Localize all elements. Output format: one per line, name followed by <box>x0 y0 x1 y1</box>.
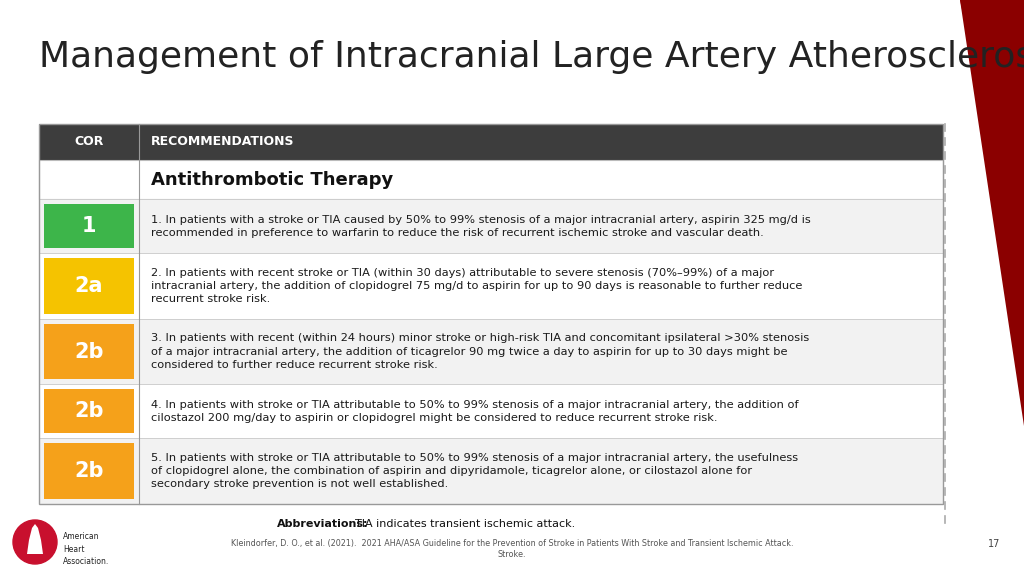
Text: 5. In patients with stroke or TIA attributable to 50% to 99% stenosis of a major: 5. In patients with stroke or TIA attrib… <box>152 453 799 490</box>
Text: Management of Intracranial Large Artery Atherosclerosis: Management of Intracranial Large Artery … <box>39 40 1024 74</box>
Text: 1. In patients with a stroke or TIA caused by 50% to 99% stenosis of a major int: 1. In patients with a stroke or TIA caus… <box>152 215 811 238</box>
Text: Kleindorfer, D. O., et al. (2021).  2021 AHA/ASA Guideline for the Prevention of: Kleindorfer, D. O., et al. (2021). 2021 … <box>230 539 794 548</box>
Text: TIA indicates transient ischemic attack.: TIA indicates transient ischemic attack. <box>348 519 575 529</box>
Text: American
Heart
Association.: American Heart Association. <box>63 532 110 566</box>
Circle shape <box>13 520 57 564</box>
FancyBboxPatch shape <box>44 258 134 314</box>
Text: 2b: 2b <box>75 342 103 362</box>
FancyBboxPatch shape <box>44 444 134 499</box>
Text: 4. In patients with stroke or TIA attributable to 50% to 99% stenosis of a major: 4. In patients with stroke or TIA attrib… <box>152 400 799 423</box>
Polygon shape <box>27 524 43 554</box>
Polygon shape <box>961 0 1024 426</box>
Text: Abbreviations:: Abbreviations: <box>276 519 368 529</box>
FancyBboxPatch shape <box>44 204 134 248</box>
Text: 17: 17 <box>988 539 1000 549</box>
Text: COR: COR <box>75 135 103 149</box>
FancyBboxPatch shape <box>39 253 943 319</box>
Text: 2. In patients with recent stroke or TIA (within 30 days) attributable to severe: 2. In patients with recent stroke or TIA… <box>152 268 803 304</box>
FancyBboxPatch shape <box>44 389 134 433</box>
Text: RECOMMENDATIONS: RECOMMENDATIONS <box>152 135 295 149</box>
Text: 3. In patients with recent (within 24 hours) minor stroke or high-risk TIA and c: 3. In patients with recent (within 24 ho… <box>152 334 810 370</box>
FancyBboxPatch shape <box>44 324 134 380</box>
FancyBboxPatch shape <box>39 199 943 253</box>
FancyBboxPatch shape <box>39 124 943 160</box>
Text: 2b: 2b <box>75 401 103 422</box>
FancyBboxPatch shape <box>39 438 943 504</box>
Text: 2a: 2a <box>75 276 103 296</box>
Text: Antithrombotic Therapy: Antithrombotic Therapy <box>152 170 393 189</box>
Text: 1: 1 <box>82 217 96 236</box>
FancyBboxPatch shape <box>39 160 943 199</box>
Text: 2b: 2b <box>75 461 103 481</box>
Text: Stroke.: Stroke. <box>498 550 526 559</box>
Polygon shape <box>870 0 1024 296</box>
FancyBboxPatch shape <box>39 319 943 384</box>
FancyBboxPatch shape <box>39 384 943 438</box>
